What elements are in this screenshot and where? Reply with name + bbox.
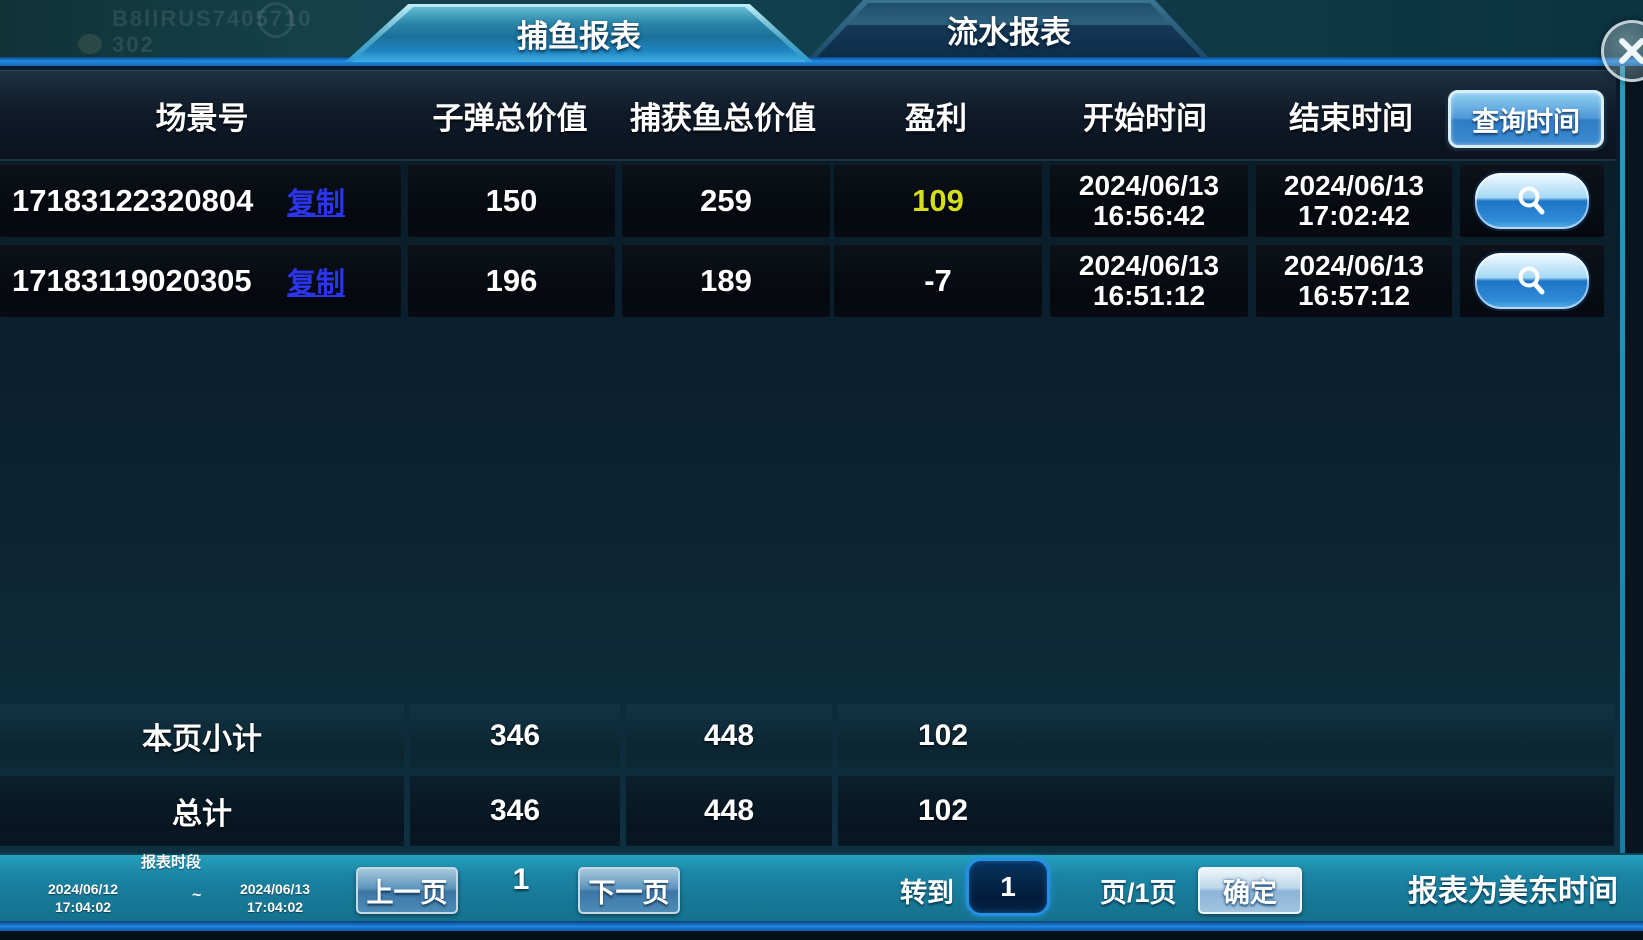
scene-id-value: 17183119020305 bbox=[12, 263, 252, 298]
scene-id-cell: 17183119020305 复制 bbox=[0, 245, 401, 317]
scene-id-value: 17183122320804 bbox=[12, 183, 254, 218]
table-header-row: 场景号 子弹总价值 捕获鱼总价值 盈利 开始时间 结束时间 bbox=[0, 70, 1616, 161]
subtotal-profit-cell: 102 bbox=[838, 704, 1614, 768]
query-time-button[interactable]: 查询时间 bbox=[1448, 90, 1604, 148]
profit-cell: 109 bbox=[834, 165, 1042, 237]
subtotal-row: 本页小计 346 448 102 bbox=[0, 704, 1614, 768]
end-time-cell: 2024/06/13 16:57:12 bbox=[1256, 245, 1452, 317]
copy-link[interactable]: 复制 bbox=[286, 268, 345, 300]
scene-id-cell: 17183122320804 复制 bbox=[0, 165, 401, 237]
total-profit: 102 bbox=[917, 794, 969, 827]
range-end-datetime: 2024/06/13 17:04:02 bbox=[210, 881, 340, 916]
goto-page-input[interactable]: 1 bbox=[966, 858, 1050, 916]
timezone-note: 报表为美东时间 bbox=[1408, 875, 1618, 908]
profit-cell: -7 bbox=[834, 245, 1042, 317]
confirm-button[interactable]: 确定 bbox=[1198, 867, 1302, 914]
detail-cell bbox=[1460, 245, 1604, 317]
tab-fill bbox=[352, 7, 806, 62]
range-start-date: 2024/06/12 bbox=[47, 881, 119, 897]
range-separator: ~ bbox=[192, 887, 202, 904]
table-row: 17183119020305 复制 196 189 -7 2024/06/13 … bbox=[0, 245, 1604, 317]
bottom-margin bbox=[0, 931, 1643, 940]
search-icon bbox=[1518, 186, 1545, 215]
report-panel: 场景号 子弹总价值 捕获鱼总价值 盈利 开始时间 结束时间 查询时间 17183… bbox=[0, 66, 1643, 940]
next-page-button[interactable]: 下一页 bbox=[578, 867, 680, 914]
subtotal-label: 本页小计 bbox=[0, 704, 404, 768]
start-date: 2024/06/13 bbox=[1078, 250, 1220, 282]
copy-link[interactable]: 复制 bbox=[286, 188, 345, 220]
background-avatar-ring bbox=[258, 2, 294, 38]
header-end-time: 结束时间 bbox=[1289, 100, 1413, 136]
panel-right-margin bbox=[1625, 66, 1643, 922]
coin-icon bbox=[78, 34, 102, 54]
start-time-cell: 2024/06/13 16:51:12 bbox=[1050, 245, 1248, 317]
goto-page-label: 转到 bbox=[900, 878, 954, 908]
total-label: 总计 bbox=[0, 776, 404, 846]
start-time: 16:56:42 bbox=[1092, 200, 1206, 231]
close-icon[interactable] bbox=[1601, 20, 1643, 82]
search-icon bbox=[1518, 266, 1545, 295]
start-time: 16:51:12 bbox=[1092, 280, 1206, 311]
table-row: 17183122320804 复制 150 259 109 2024/06/13… bbox=[0, 165, 1604, 237]
range-start-time: 17:04:02 bbox=[54, 898, 112, 915]
header-start-time: 开始时间 bbox=[1083, 100, 1207, 136]
subtotal-bullet-total: 346 bbox=[410, 704, 620, 768]
end-time: 16:57:12 bbox=[1297, 280, 1411, 311]
total-fish-total: 448 bbox=[626, 776, 832, 846]
subtotal-fish-total: 448 bbox=[626, 704, 832, 768]
tab-fishing-report-label: 捕鱼报表 bbox=[517, 18, 641, 54]
total-bullet-total: 346 bbox=[410, 776, 620, 846]
search-detail-button[interactable] bbox=[1473, 251, 1591, 311]
start-date: 2024/06/13 bbox=[1078, 170, 1220, 202]
search-detail-button[interactable] bbox=[1473, 171, 1591, 231]
total-row: 总计 346 448 102 bbox=[0, 776, 1614, 846]
header-scene-id: 场景号 bbox=[155, 100, 249, 136]
report-range-label: 报表时段 bbox=[141, 854, 202, 871]
current-page-number: 1 bbox=[512, 863, 530, 896]
header-bullet-total: 子弹总价值 bbox=[432, 100, 588, 136]
range-end-time: 17:04:02 bbox=[246, 898, 304, 915]
total-profit-cell: 102 bbox=[838, 776, 1614, 846]
panel-right-border bbox=[1620, 66, 1625, 922]
end-time: 17:02:42 bbox=[1297, 200, 1411, 231]
bullet-total-cell: 196 bbox=[408, 245, 615, 317]
tab-flow-report-label: 流水报表 bbox=[947, 14, 1071, 50]
tab-underline bbox=[0, 57, 1643, 66]
tab-fishing-report[interactable]: 捕鱼报表 bbox=[345, 4, 813, 62]
subtotal-profit: 102 bbox=[917, 719, 969, 752]
tab-flow-report[interactable]: 流水报表 bbox=[809, 0, 1209, 58]
end-time-cell: 2024/06/13 17:02:42 bbox=[1256, 165, 1452, 237]
tab-fill bbox=[816, 3, 1202, 58]
range-start-datetime: 2024/06/12 17:04:02 bbox=[18, 881, 148, 916]
detail-cell bbox=[1460, 165, 1604, 237]
background-coin-count: 302 bbox=[112, 32, 155, 57]
pagination-bar: 报表时段 2024/06/12 17:04:02 ~ 2024/06/13 17… bbox=[0, 853, 1643, 923]
range-end-date: 2024/06/13 bbox=[239, 881, 311, 897]
start-time-cell: 2024/06/13 16:56:42 bbox=[1050, 165, 1248, 237]
bottom-border-line bbox=[0, 921, 1643, 931]
end-date: 2024/06/13 bbox=[1283, 250, 1425, 282]
header-fish-total: 捕获鱼总价值 bbox=[630, 100, 816, 136]
page-count-label: 页/1页 bbox=[1100, 878, 1177, 908]
header-profit: 盈利 bbox=[905, 100, 967, 136]
bullet-total-cell: 150 bbox=[408, 165, 615, 237]
fish-total-cell: 259 bbox=[622, 165, 830, 237]
fish-total-cell: 189 bbox=[622, 245, 830, 317]
end-date: 2024/06/13 bbox=[1283, 170, 1425, 202]
prev-page-button[interactable]: 上一页 bbox=[356, 867, 458, 914]
